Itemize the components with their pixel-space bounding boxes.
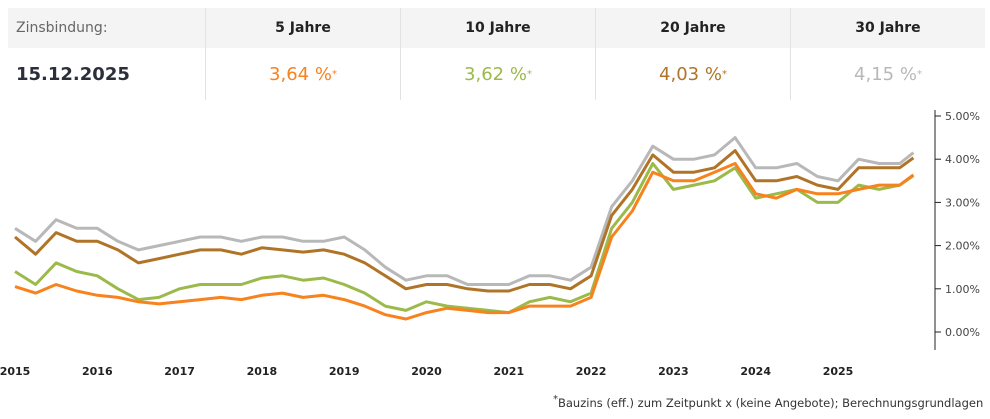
series-line-30-jahre — [14, 136, 915, 286]
rate-10-jahre: 3,62 % * — [400, 48, 595, 100]
y-tick-label: 4.00% — [945, 153, 980, 166]
x-tick-label: 2020 — [411, 365, 442, 378]
y-tick-label: 5.00% — [945, 110, 980, 123]
table-header-row: Zinsbindung: 5 Jahre 10 Jahre 20 Jahre 3… — [8, 8, 985, 48]
y-tick-label: 2.00% — [945, 240, 980, 253]
rate-5-jahre: 3,64 % * — [205, 48, 400, 100]
series-line-5-jahre — [14, 162, 915, 321]
col-20-jahre: 20 Jahre — [595, 8, 790, 48]
x-tick-label: 2017 — [164, 365, 195, 378]
x-tick-label: 2019 — [329, 365, 360, 378]
x-tick-label: 2024 — [740, 365, 771, 378]
x-tick-label: 2021 — [493, 365, 524, 378]
x-tick-label: 2015 — [0, 365, 30, 378]
table-value-row: 15.12.2025 3,64 % * 3,62 % * 4,03 % * 4,15 … — [8, 48, 985, 100]
col-5-jahre: 5 Jahre — [205, 8, 400, 48]
x-tick-label: 2018 — [247, 365, 278, 378]
col-10-jahre: 10 Jahre — [400, 8, 595, 48]
series-line-20-jahre — [14, 149, 915, 293]
rates-table: Zinsbindung: 5 Jahre 10 Jahre 20 Jahre 3… — [8, 8, 985, 100]
x-tick-label: 2016 — [82, 365, 113, 378]
col-30-jahre: 30 Jahre — [790, 8, 985, 48]
footnote: *Bauzins (eff.) zum Zeitpunkt x (keine A… — [553, 394, 984, 410]
y-tick-label: 3.00% — [945, 196, 980, 209]
y-tick-label: 1.00% — [945, 283, 980, 296]
series-line-10-jahre — [14, 162, 915, 315]
rate-30-jahre: 4,15 % * — [790, 48, 985, 100]
y-tick-label: 0.00% — [945, 326, 980, 339]
rate-20-jahre: 4,03 % * — [595, 48, 790, 100]
x-tick-label: 2023 — [658, 365, 689, 378]
rate-date: 15.12.2025 — [16, 63, 130, 85]
rate-history-chart: 0.00% 1.00% 2.00% 3.00% 4.00% 5.00% 2015 2016 20… — [0, 110, 980, 378]
zinsbindung-label: Zinsbindung: — [16, 20, 108, 36]
x-tick-label: 2022 — [576, 365, 607, 378]
x-tick-label: 2025 — [823, 365, 854, 378]
berechnungsgrundlagen-link[interactable]: Berechnungsgrundlagen — [842, 395, 984, 410]
